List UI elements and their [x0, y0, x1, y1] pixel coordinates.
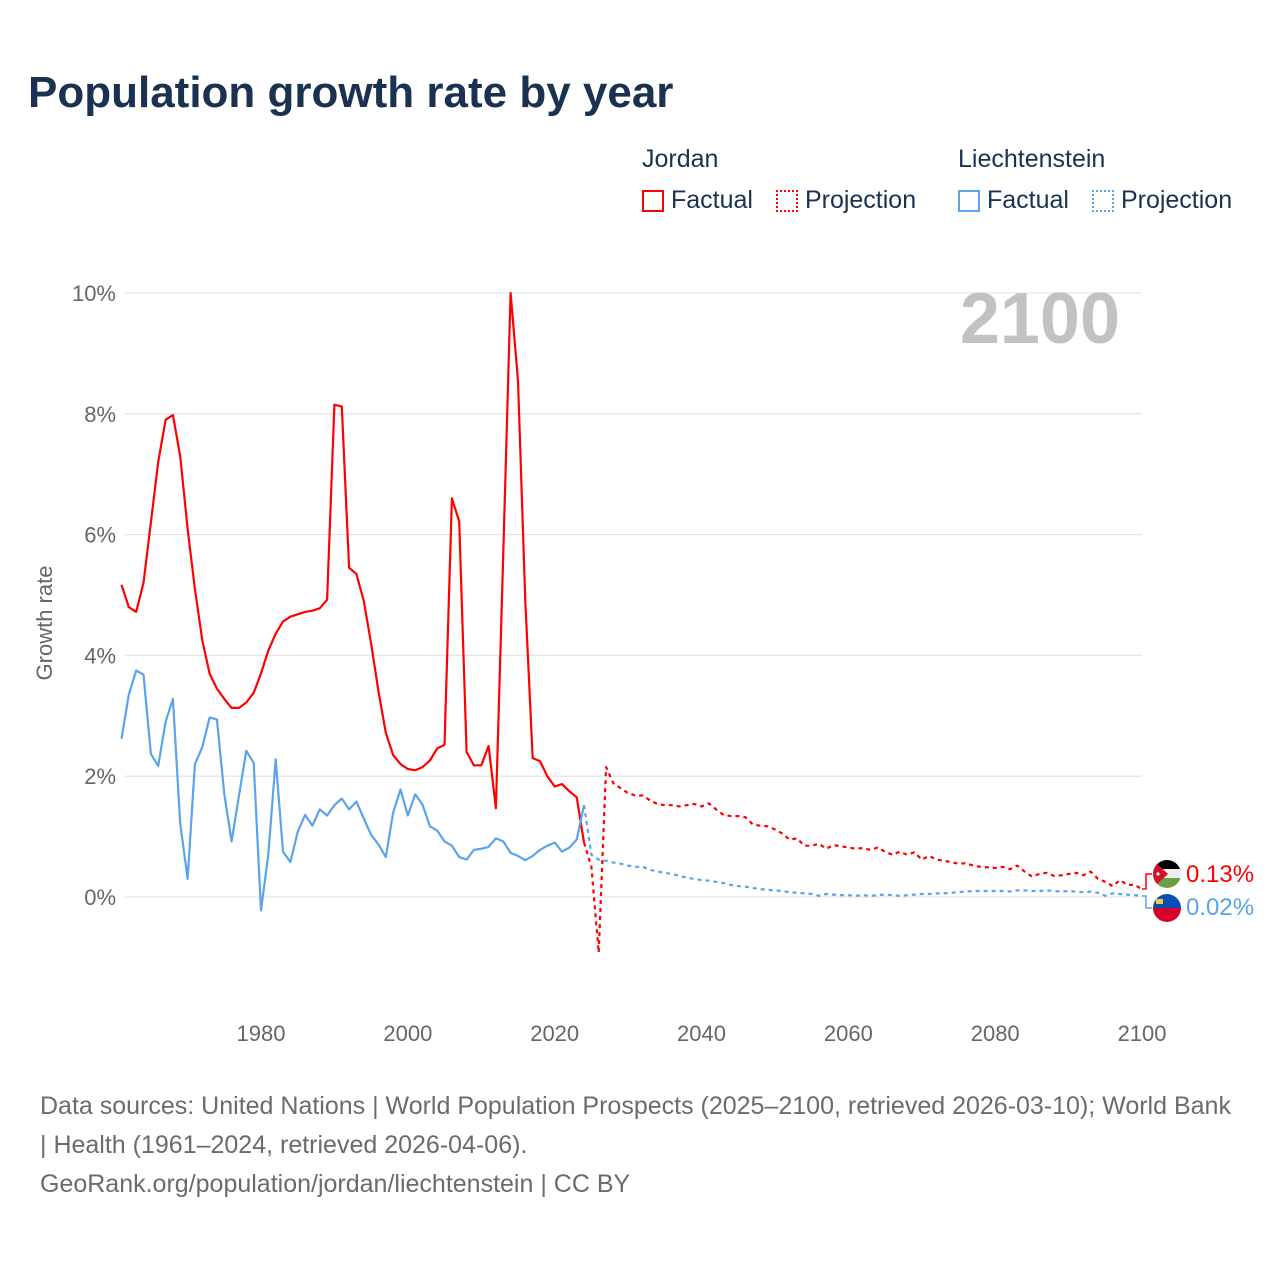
- legend-label: Factual: [671, 186, 753, 214]
- liechtenstein-projection-line: [582, 805, 1143, 897]
- dotted-swatch-icon: [1091, 189, 1114, 212]
- x-tick-label: 2040: [677, 1021, 726, 1046]
- legend-liechtenstein: Liechtenstein Factual Projection: [958, 145, 1248, 219]
- legend-group-title: Liechtenstein: [958, 145, 1106, 173]
- liechtenstein-factual-line: [120, 669, 586, 912]
- x-tick-label: 2080: [971, 1021, 1020, 1046]
- y-tick-label: 10%: [72, 281, 116, 306]
- jordan-end-label: 0.13%: [1186, 861, 1254, 888]
- x-tick-label: 2060: [824, 1021, 873, 1046]
- legend-jordan: Jordan Factual Projection: [642, 145, 932, 219]
- legend-label: Projection: [804, 186, 917, 214]
- legend-jordan-factual[interactable]: Factual: [642, 186, 753, 215]
- jordan-flag-icon: [1153, 860, 1181, 888]
- dotted-swatch-icon: [775, 189, 798, 212]
- x-tick-label: 2000: [383, 1021, 432, 1046]
- chart-title: Population growth rate by year: [28, 68, 674, 117]
- legend-label: Factual: [987, 186, 1069, 214]
- y-tick-label: 6%: [84, 523, 116, 548]
- legend-jordan-projection[interactable]: Projection: [775, 186, 917, 215]
- x-tick-label: 1980: [237, 1021, 286, 1046]
- legend-liechtenstein-factual[interactable]: Factual: [958, 186, 1069, 215]
- legend-liechtenstein-projection[interactable]: Projection: [1091, 186, 1233, 215]
- x-tick-label: 2020: [530, 1021, 579, 1046]
- legend-label: Projection: [1120, 186, 1233, 214]
- legend-group-title: Jordan: [642, 145, 719, 173]
- x-tick-label: 2100: [1118, 1021, 1167, 1046]
- jordan-factual-line: [120, 291, 586, 843]
- y-tick-label: 8%: [84, 402, 116, 427]
- credit-link[interactable]: GeoRank.org/population/jordan/liechtenst…: [40, 1170, 631, 1198]
- y-tick-label: 0%: [84, 885, 116, 910]
- year-display: 2100: [960, 279, 1120, 359]
- y-tick-label: 2%: [84, 764, 116, 789]
- y-tick-label: 4%: [84, 643, 116, 668]
- solid-swatch-icon: [958, 189, 980, 212]
- label-connector: [1142, 895, 1152, 909]
- data-sources: Data sources: United Nations | World Pop…: [40, 1092, 1231, 1159]
- footer: Data sources: United Nations | World Pop…: [40, 1087, 1240, 1204]
- y-axis-label: Growth rate: [32, 566, 57, 681]
- jordan-projection-line: [582, 766, 1143, 954]
- solid-swatch-icon: [642, 189, 664, 212]
- label-connector: [1142, 873, 1152, 890]
- liechtenstein-flag-icon: [1153, 894, 1181, 922]
- liechtenstein-end-label: 0.02%: [1186, 894, 1254, 921]
